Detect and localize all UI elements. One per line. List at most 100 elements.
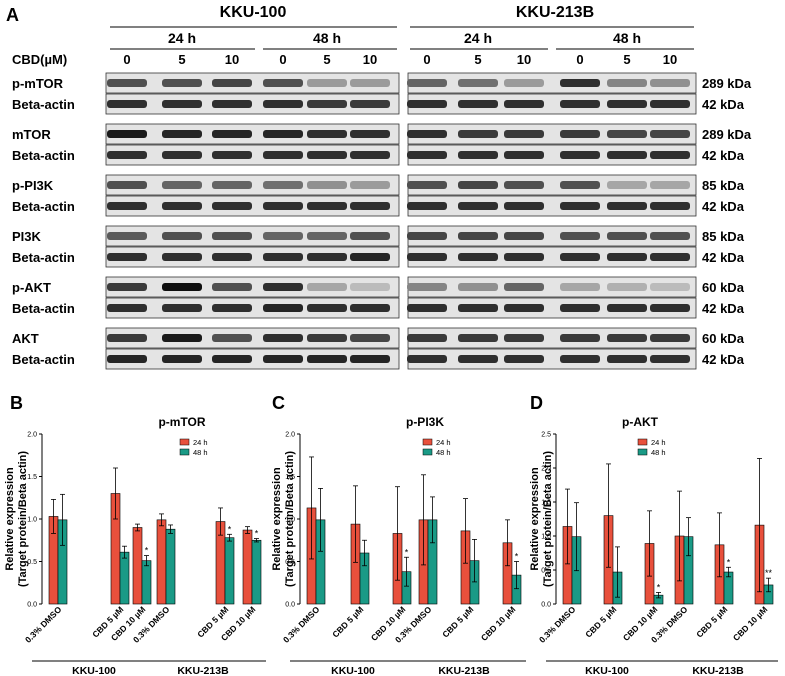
blot-band [350, 202, 390, 210]
blot-band [407, 334, 447, 342]
y-tick-label: 1.5 [285, 474, 295, 481]
blot-band [458, 232, 498, 240]
blot-band [350, 355, 390, 363]
blot-band [407, 181, 447, 189]
legend-label: 24 h [193, 438, 208, 447]
group-label: KKU-213B [692, 665, 744, 676]
category-label: CBD 5 µM [440, 604, 475, 639]
dose-label: 5 [474, 52, 481, 67]
blot-band [607, 79, 647, 87]
significance-mark: * [228, 524, 232, 534]
blot-band [607, 232, 647, 240]
blot-band [407, 100, 447, 108]
group-label: KKU-100 [585, 665, 629, 676]
blot-band [560, 253, 600, 261]
blot-band [407, 202, 447, 210]
group-label: KKU-213B [438, 665, 490, 676]
chart-title: p-AKT [622, 415, 659, 429]
bar [251, 539, 262, 605]
panel-label: D [530, 393, 543, 413]
dose-label: 10 [663, 52, 677, 67]
blot-membrane [105, 123, 400, 145]
blot-band [607, 100, 647, 108]
blot-band [560, 283, 600, 291]
blot-band [212, 232, 252, 240]
category-label: CBD 5 µM [583, 604, 618, 639]
bar [141, 560, 152, 605]
category-label: 0.3% DMSO [537, 604, 578, 645]
blot-band [107, 100, 147, 108]
blot-band [307, 253, 347, 261]
blot-row: Beta-actin 42 kDa [12, 195, 745, 217]
y-tick-label: 1.0 [541, 534, 551, 541]
blot-band [212, 181, 252, 189]
legend-label: 24 h [651, 438, 666, 447]
blot-membrane [105, 276, 400, 298]
blot-row-size: 85 kDa [702, 178, 745, 193]
dose-label: 10 [363, 52, 377, 67]
chart-title: p-PI3K [406, 415, 444, 429]
bar [132, 527, 143, 605]
blot-row-size: 289 kDa [702, 76, 752, 91]
blot-band [650, 283, 690, 291]
blot-band [212, 151, 252, 159]
y-axis-label: (Target protein/Beta actin) [284, 451, 296, 587]
blot-band [560, 79, 600, 87]
y-axis-label: (Target protein/Beta actin) [17, 451, 29, 587]
blot-row-size: 42 kDa [702, 301, 745, 316]
blot-band [458, 151, 498, 159]
blot-band [650, 79, 690, 87]
blot-band [162, 100, 202, 108]
chart-panel-c: Cp-PI3K 0.0 0.5 1.0 1.5 2.0 Relative expressio… [271, 393, 526, 676]
blot-row-label: p-PI3K [12, 178, 54, 193]
dose-label: 5 [178, 52, 185, 67]
blot-band [212, 253, 252, 261]
blot-band [162, 181, 202, 189]
blot-row-label: Beta-actin [12, 148, 75, 163]
y-axis-label: Relative expression [529, 467, 541, 571]
blot-row-label: Beta-actin [12, 352, 75, 367]
blot-row-label: AKT [12, 331, 39, 346]
blot-band [162, 334, 202, 342]
blot-band [607, 283, 647, 291]
dose-label: 0 [576, 52, 583, 67]
blot-band [504, 253, 544, 261]
blot-band [162, 355, 202, 363]
legend-label: 48 h [193, 448, 208, 457]
blot-row-label: Beta-actin [12, 97, 75, 112]
category-label: CBD 5 µM [330, 604, 365, 639]
blot-band [212, 304, 252, 312]
panel-label-a: A [6, 5, 19, 25]
time-label-kku213b-48h: 48 h [613, 30, 641, 46]
blot-membrane [105, 246, 400, 268]
blot-band [560, 130, 600, 138]
blot-band [350, 130, 390, 138]
blot-band [407, 304, 447, 312]
blot-band [458, 334, 498, 342]
blot-band [212, 355, 252, 363]
legend-swatch [422, 438, 433, 446]
blot-row-size: 42 kDa [702, 148, 745, 163]
blot-band [560, 355, 600, 363]
blot-membrane [105, 297, 400, 319]
blot-band [263, 100, 303, 108]
blot-band [607, 334, 647, 342]
dose-header: CBD(µM) [12, 52, 67, 67]
blot-row: p-mTOR 289 kDa [12, 72, 752, 94]
dose-label: 0 [423, 52, 430, 67]
chart-title: p-mTOR [158, 415, 205, 429]
blot-band [350, 232, 390, 240]
blot-band [560, 304, 600, 312]
legend-swatch [637, 448, 648, 456]
bar [156, 519, 167, 605]
blot-band [560, 181, 600, 189]
blot-band [458, 253, 498, 261]
dose-label: 0 [123, 52, 130, 67]
legend-label: 48 h [651, 448, 666, 457]
blot-band [350, 151, 390, 159]
blot-band [458, 283, 498, 291]
blot-membrane [105, 174, 400, 196]
dose-label: 10 [517, 52, 531, 67]
y-tick-label: 0.0 [27, 602, 37, 609]
